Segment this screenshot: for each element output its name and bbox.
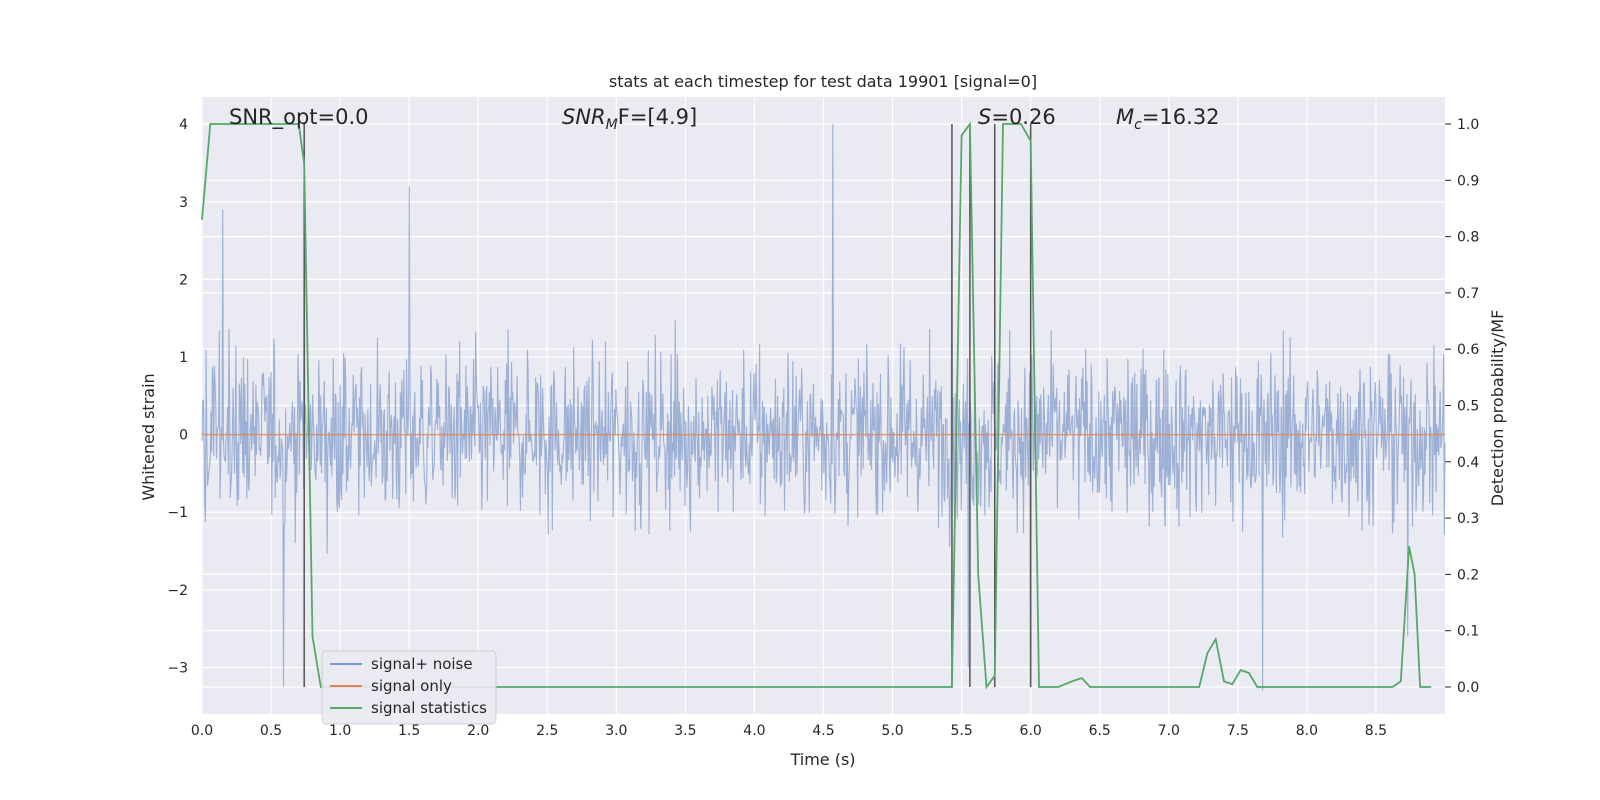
snr-mf-annotation: SNRMF=[4.9] (562, 105, 697, 133)
x-tick-label: 4.5 (812, 723, 834, 739)
y2-tick-label: 0.4 (1457, 455, 1479, 471)
y2-tick-label: 0.2 (1457, 567, 1479, 583)
grid-lines (201, 97, 1445, 714)
y2-tick-label: 0.0 (1457, 680, 1479, 696)
statistics-line (201, 121, 1432, 690)
y2-tick-label: 0.8 (1457, 230, 1479, 246)
mc-sub: c (1134, 117, 1142, 133)
x-axis-ticks: 0.0 0.5 1.0 1.5 2.0 2.5 3.0 3.5 4.0 4.5 5.0 5.5 6.0 6… (191, 723, 1387, 739)
series-signal-statistics (201, 121, 1432, 690)
x-axis-label: Time (s) (789, 750, 855, 769)
y2-tick-label: 0.7 (1457, 286, 1479, 302)
y-tick-label: −2 (167, 583, 188, 599)
y2-tick-label: 0.6 (1457, 342, 1479, 358)
legend-label-signal-only: signal only (371, 677, 452, 695)
y-tick-label: 4 (179, 117, 188, 133)
y2-tick-label: 1.0 (1457, 117, 1479, 133)
y2-axis-ticks: 1.0 0.9 0.8 0.7 0.6 0.5 0.4 0.3 0.2 0.1 0.0 (1445, 117, 1479, 696)
snr-mf-rest: F=[4.9] (618, 105, 697, 129)
chart-title: stats at each timestep for test data 199… (609, 72, 1037, 91)
s-main: S (978, 105, 991, 129)
mc-main: M (1116, 105, 1134, 129)
x-tick-label: 6.5 (1089, 723, 1111, 739)
y-axis-ticks: 4 3 2 1 0 −1 −2 −3 (167, 117, 188, 676)
legend-box (321, 650, 497, 725)
y2-tick-label: 0.5 (1457, 399, 1479, 415)
x-tick-label: 3.0 (605, 723, 627, 739)
legend-label-statistics: signal statistics (371, 699, 487, 717)
vertical-markers (303, 124, 1032, 687)
noise-line (201, 124, 1446, 691)
x-tick-label: 8.5 (1365, 723, 1387, 739)
y2-axis-label: Detection probability/MF (1488, 310, 1507, 507)
x-tick-label: 2.5 (536, 723, 558, 739)
y-axis-label: Whitened strain (139, 373, 158, 500)
y-tick-label: 3 (179, 195, 188, 211)
legend: signal+ noise signal only signal statist… (321, 650, 497, 725)
snr-mf-main: SNR (562, 105, 606, 129)
s-annotation: S=0.26 (978, 105, 1056, 129)
x-tick-label: 1.0 (329, 723, 351, 739)
y2-tick-label: 0.9 (1457, 173, 1479, 189)
x-tick-label: 7.5 (1227, 723, 1249, 739)
y-tick-label: −1 (167, 505, 188, 521)
y2-tick-label: 0.3 (1457, 511, 1479, 527)
mc-annotation: Mc=16.32 (1116, 105, 1220, 133)
snr-opt-annotation: SNR_opt=0.0 (229, 105, 369, 130)
x-tick-label: 0.5 (260, 723, 282, 739)
y-tick-label: 2 (179, 272, 188, 288)
legend-label-noise: signal+ noise (371, 655, 473, 673)
x-tick-label: 3.5 (674, 723, 696, 739)
x-tick-label: 5.0 (881, 723, 903, 739)
y-tick-label: 0 (179, 428, 188, 444)
x-tick-label: 4.0 (743, 723, 765, 739)
s-rest: =0.26 (991, 105, 1055, 129)
y2-tick-label: 0.1 (1457, 624, 1479, 640)
x-tick-label: 1.5 (398, 723, 420, 739)
x-tick-label: 7.0 (1158, 723, 1180, 739)
x-tick-label: 2.0 (467, 723, 489, 739)
snr-mf-sub: M (606, 117, 618, 133)
series-signal-noise (201, 124, 1446, 691)
x-tick-label: 6.0 (1020, 723, 1042, 739)
y-tick-label: −3 (167, 660, 188, 676)
x-tick-label: 8.0 (1296, 723, 1318, 739)
y-tick-label: 1 (179, 350, 188, 366)
mc-rest: =16.32 (1142, 105, 1220, 129)
x-tick-label: 0.0 (191, 723, 213, 739)
x-tick-label: 5.5 (950, 723, 972, 739)
